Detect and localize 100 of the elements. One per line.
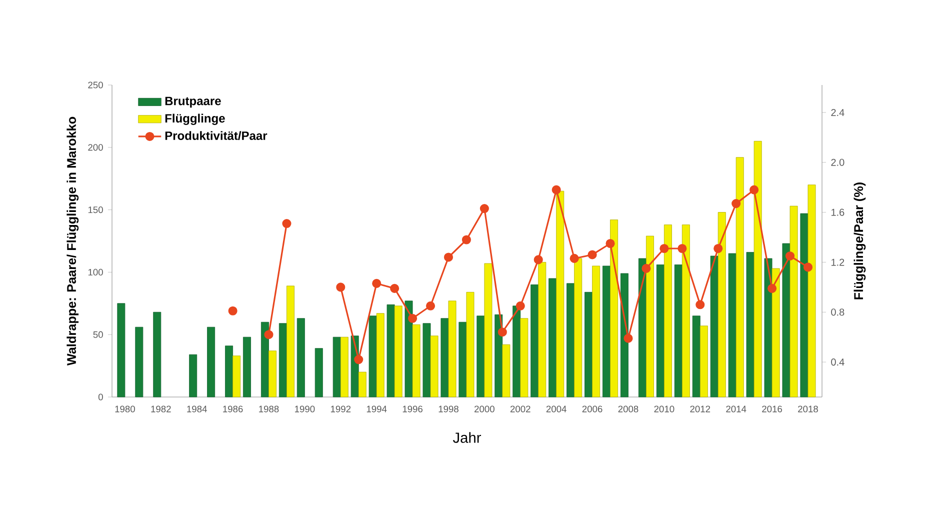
point xyxy=(642,264,651,273)
point xyxy=(660,244,669,254)
legend-label: Brutpaare xyxy=(165,96,221,108)
x-tick-label: 2018 xyxy=(798,406,818,412)
bar xyxy=(117,303,126,398)
y-tick-label: 0 xyxy=(98,394,103,400)
bar xyxy=(412,324,420,398)
bar xyxy=(484,263,492,398)
bar xyxy=(458,322,467,398)
bar xyxy=(674,264,682,398)
legend-label: Produktivität/Paar xyxy=(165,131,268,140)
bar xyxy=(772,268,780,398)
bar xyxy=(476,316,485,398)
bar xyxy=(782,243,790,398)
bar xyxy=(548,278,557,398)
y-tick-label: 50 xyxy=(93,331,103,338)
x-tick-label: 2002 xyxy=(510,406,530,412)
point xyxy=(696,300,705,310)
bar xyxy=(574,258,582,398)
x-tick-label: 2004 xyxy=(546,406,566,412)
point xyxy=(462,235,471,244)
bar xyxy=(502,344,510,398)
bar xyxy=(430,336,438,398)
bar xyxy=(656,264,664,398)
bar xyxy=(736,157,744,398)
x-tick-label: 1984 xyxy=(187,406,207,412)
bar xyxy=(286,286,294,398)
y-tick-label: 250 xyxy=(88,82,103,88)
y-tick-label: 200 xyxy=(88,144,103,151)
bar xyxy=(358,372,366,398)
point xyxy=(750,185,759,194)
bar xyxy=(610,220,618,398)
bar xyxy=(189,354,198,398)
x-tick-label: 2012 xyxy=(690,406,710,412)
point xyxy=(516,301,525,310)
y2-axis-title: Flügglinge/Paar (%) xyxy=(854,182,866,300)
legend-label: Flügglinge xyxy=(165,114,225,126)
y2-tick-label: 0.4 xyxy=(831,358,844,366)
bar xyxy=(710,256,718,398)
y2-tick-label: 0.8 xyxy=(831,308,844,316)
point xyxy=(480,204,489,214)
bar xyxy=(718,212,726,398)
bar xyxy=(422,323,431,398)
bar xyxy=(296,318,305,398)
bar xyxy=(682,224,690,398)
bar xyxy=(646,236,654,398)
x-tick-label: 2014 xyxy=(726,406,746,412)
point xyxy=(264,330,274,340)
bar xyxy=(512,306,521,398)
bar xyxy=(728,253,736,398)
bar xyxy=(556,190,564,398)
point xyxy=(678,244,687,254)
y2-tick-label: 1.2 xyxy=(831,258,844,266)
bar xyxy=(692,316,700,398)
bar xyxy=(386,304,395,398)
bar xyxy=(620,273,628,398)
y-tick-label: 100 xyxy=(88,268,103,276)
bar xyxy=(566,283,575,398)
bar xyxy=(700,326,708,398)
point xyxy=(714,244,723,254)
bar xyxy=(232,356,241,398)
bar xyxy=(440,318,449,398)
point xyxy=(588,250,597,260)
point xyxy=(570,254,579,264)
x-tick-label: 2000 xyxy=(474,406,494,412)
point xyxy=(552,185,561,194)
x-tick-label: 1982 xyxy=(151,406,171,412)
x-axis-title: Jahr xyxy=(452,432,482,443)
x-tick-label: 1988 xyxy=(259,406,279,412)
point xyxy=(372,278,382,288)
bar xyxy=(664,224,672,398)
bar xyxy=(448,300,456,398)
point xyxy=(354,355,364,364)
point xyxy=(444,252,454,262)
y2-tick-label: 2.4 xyxy=(831,108,844,116)
y-axis-title: Waldrappe: Paare/ Flügglinge in Marokko xyxy=(66,116,79,366)
x-tick-label: 2008 xyxy=(618,406,638,412)
point xyxy=(803,262,813,272)
bar xyxy=(790,206,798,398)
bar xyxy=(800,213,808,398)
bar xyxy=(584,292,592,398)
bar xyxy=(135,326,144,398)
point xyxy=(426,301,436,310)
bar xyxy=(592,266,600,398)
point xyxy=(534,255,543,264)
bar xyxy=(243,336,251,398)
x-tick-label: 1992 xyxy=(330,406,351,412)
point xyxy=(768,284,777,293)
point xyxy=(282,218,292,228)
bar xyxy=(520,318,528,398)
bar xyxy=(808,184,816,398)
bar xyxy=(466,292,474,398)
bar xyxy=(538,262,546,398)
bar xyxy=(268,350,276,398)
x-tick-label: 1986 xyxy=(223,406,243,412)
point xyxy=(624,334,633,343)
x-tick-label: 2006 xyxy=(582,406,602,412)
bar xyxy=(153,312,162,398)
bar xyxy=(314,348,323,398)
bar xyxy=(404,300,413,398)
